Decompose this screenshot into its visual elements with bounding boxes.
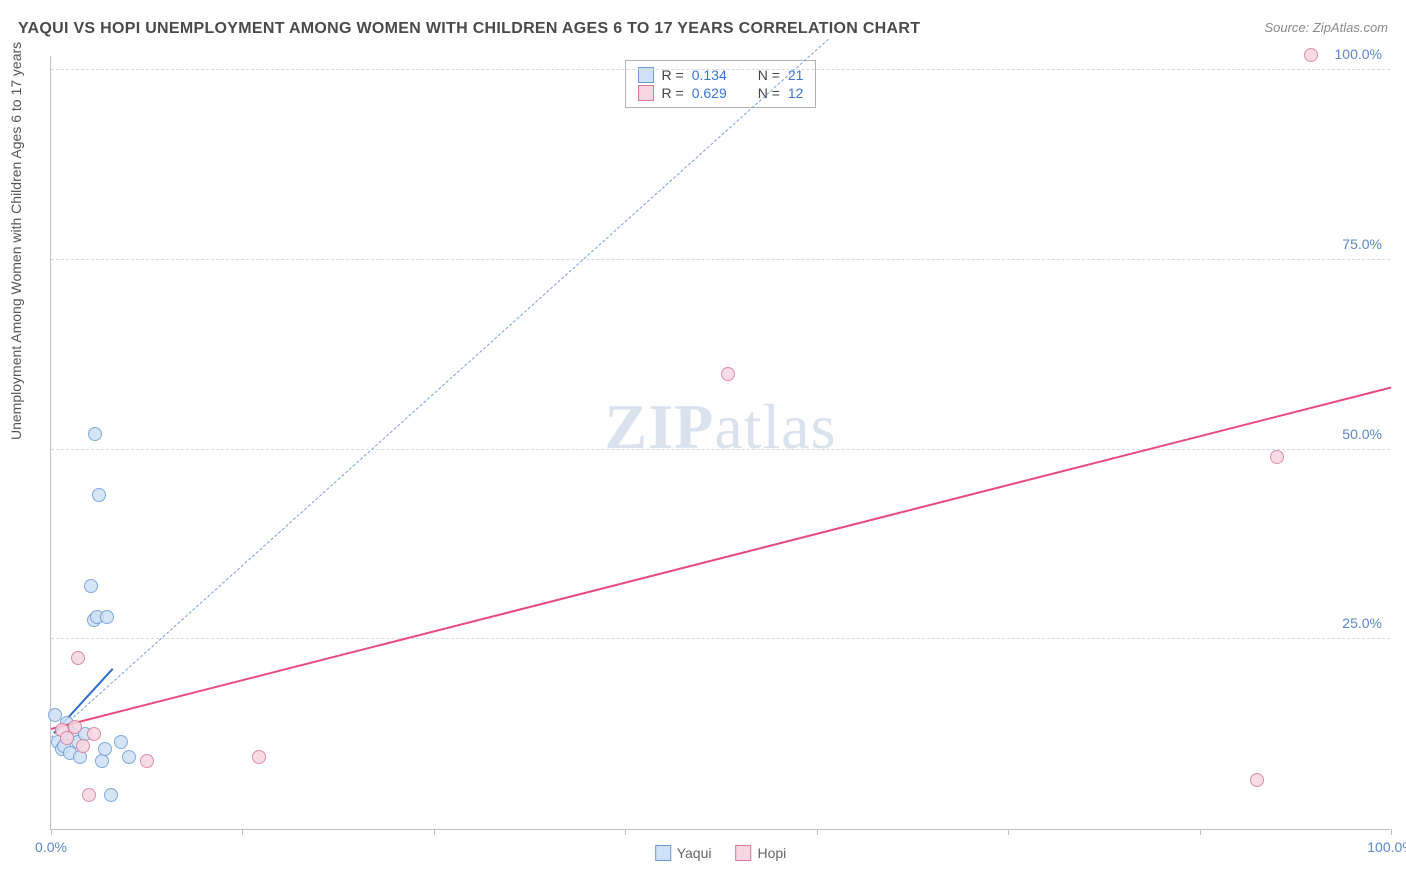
y-tick-label: 50.0% [1342, 426, 1382, 442]
legend-swatch [638, 85, 654, 101]
data-point [114, 735, 128, 749]
data-point [88, 427, 102, 441]
y-tick-label: 100.0% [1335, 46, 1382, 62]
data-point [68, 720, 82, 734]
x-tick-label: 100.0% [1367, 839, 1406, 855]
data-point [87, 727, 101, 741]
data-point [1304, 48, 1318, 62]
data-point [140, 754, 154, 768]
x-tick [1008, 829, 1009, 835]
x-tick [1391, 829, 1392, 835]
gridline [51, 638, 1390, 639]
trend-line [51, 387, 1391, 730]
chart-source: Source: ZipAtlas.com [1264, 20, 1388, 35]
data-point [122, 750, 136, 764]
gridline [51, 69, 1390, 70]
data-point [82, 788, 96, 802]
data-point [71, 651, 85, 665]
plot-area: ZIPatlas R =0.134N =21R =0.629N =12 Yaqu… [50, 56, 1390, 830]
data-point [104, 788, 118, 802]
y-axis-label: Unemployment Among Women with Children A… [8, 42, 24, 440]
data-point [1270, 450, 1284, 464]
legend-label: Hopi [757, 845, 786, 861]
x-tick [1200, 829, 1201, 835]
legend-row: R =0.629N =12 [638, 84, 804, 102]
watermark: ZIPatlas [605, 390, 837, 464]
x-tick [51, 829, 52, 835]
legend-swatch [735, 845, 751, 861]
data-point [76, 739, 90, 753]
legend-swatch [655, 845, 671, 861]
gridline [51, 259, 1390, 260]
data-point [92, 488, 106, 502]
y-tick-label: 75.0% [1342, 236, 1382, 252]
legend-r-label: R = [662, 85, 684, 101]
trend-line [51, 39, 829, 738]
data-point [1250, 773, 1264, 787]
x-tick-label: 0.0% [35, 839, 67, 855]
data-point [100, 610, 114, 624]
legend-r-value: 0.629 [692, 85, 740, 101]
legend-item: Yaqui [655, 845, 712, 861]
gridline [51, 449, 1390, 450]
y-tick-label: 25.0% [1342, 615, 1382, 631]
data-point [98, 742, 112, 756]
chart-header: YAQUI VS HOPI UNEMPLOYMENT AMONG WOMEN W… [18, 20, 1388, 38]
x-tick [242, 829, 243, 835]
legend-n-value: 12 [788, 85, 804, 101]
legend-label: Yaqui [677, 845, 712, 861]
chart-title: YAQUI VS HOPI UNEMPLOYMENT AMONG WOMEN W… [18, 20, 920, 38]
legend-correlation: R =0.134N =21R =0.629N =12 [625, 60, 817, 108]
legend-series: Yaqui Hopi [655, 845, 787, 861]
x-tick [434, 829, 435, 835]
data-point [84, 579, 98, 593]
x-tick [817, 829, 818, 835]
data-point [252, 750, 266, 764]
x-tick [625, 829, 626, 835]
data-point [721, 367, 735, 381]
legend-item: Hopi [735, 845, 786, 861]
